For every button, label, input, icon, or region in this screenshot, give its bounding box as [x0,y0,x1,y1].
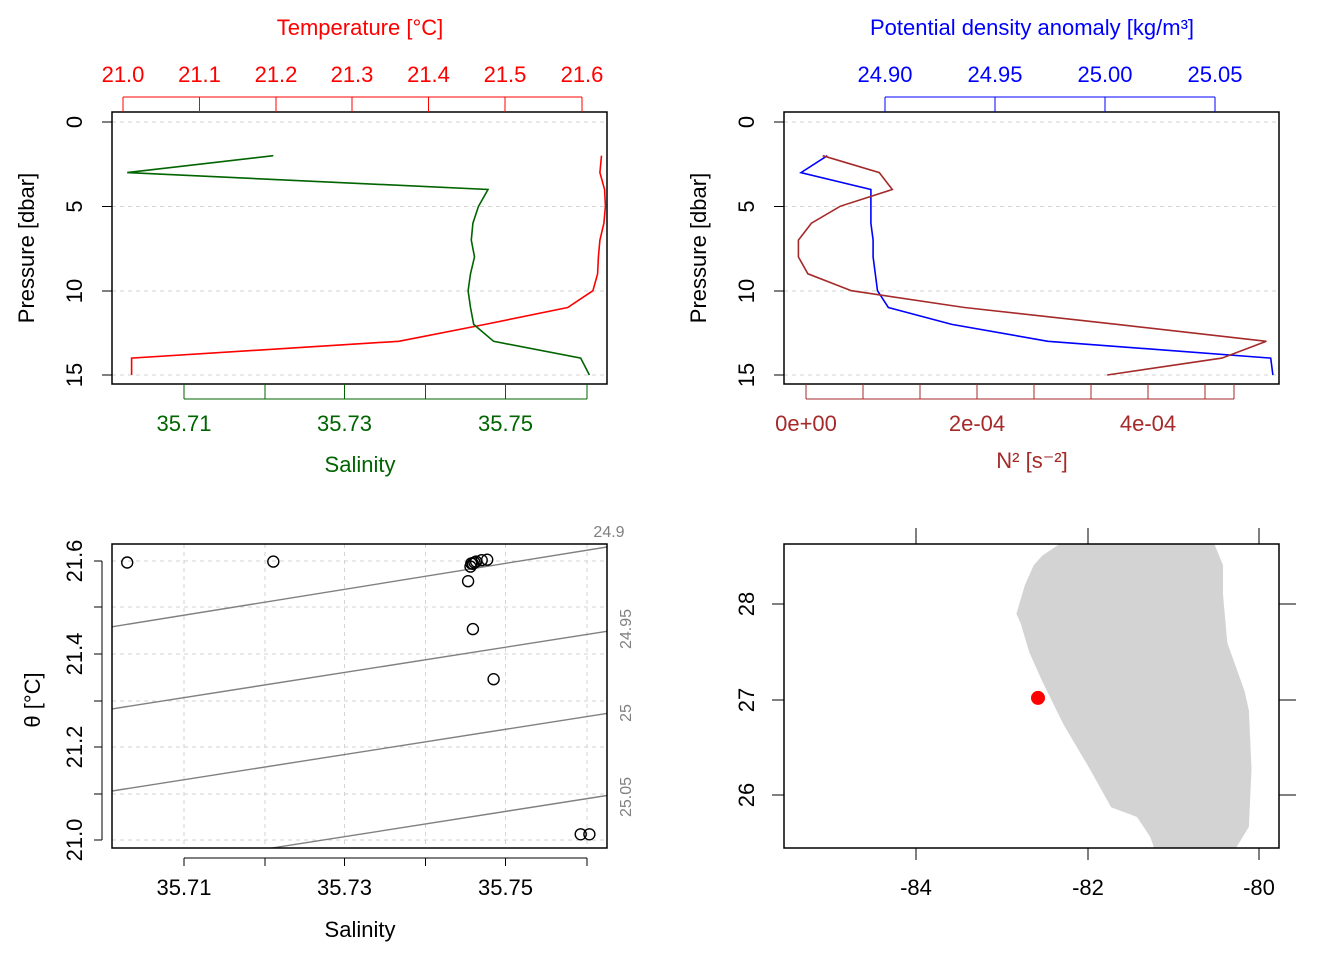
ts-point [120,556,134,569]
panel-density-n2: 0 5 10 15 Pressure [dbar] 24.90 24.95 25… [686,15,1280,473]
p2-top-axis [884,96,1216,112]
isopycnal-line [267,794,607,848]
ts-point [461,575,475,588]
panel-temperature-salinity: 0 5 10 15 Pressure [dbar] 21.0 21.1 21.2… [14,15,608,477]
p1-bottom-axis-label: Salinity [325,452,396,477]
p4-lat-tick-label: 26 [734,783,759,807]
panel-ts-diagram: 24.9 24.95 25 25.05 21.0 21.2 21.4 21.6 … [20,524,635,942]
p1-top-tick-label: 21.3 [331,62,374,87]
coastline-land [1016,544,1252,848]
p3-y-tick-label: 21.6 [62,540,87,583]
p3-y-tick-label: 21.4 [62,633,87,676]
salinity-series-line [127,154,591,376]
p3-x-tick-label: 35.73 [317,875,372,900]
p1-y-tick-label: 5 [62,200,87,212]
isopycnal-label: 24.9 [593,524,624,541]
p1-top-tick-label: 21.2 [255,62,298,87]
p1-top-axis [122,96,583,112]
p2-bottom-tick-label: 2e-04 [949,411,1005,436]
p3-x-tick-label: 35.71 [156,875,211,900]
isopycnal-label: 24.95 [618,609,635,649]
p2-top-axis-label: Potential density anomaly [kg/m³] [870,15,1194,40]
p1-y-axis-label: Pressure [dbar] [14,173,39,323]
p1-top-axis-label: Temperature [°C] [277,15,444,40]
p2-top-tick-label: 25.00 [1077,62,1132,87]
p4-lat-tick-label: 27 [734,688,759,712]
ts-points [120,553,596,841]
p2-bottom-tick-label: 0e+00 [775,411,837,436]
p1-y-tick-label: 15 [62,363,87,387]
p1-y-tick-label: 0 [62,116,87,128]
isopycnal-label: 25 [618,704,635,722]
n2-series-line [797,154,1267,376]
p1-top-tick-label: 21.6 [561,62,604,87]
isopycnal-line [112,630,607,710]
isopycnal-line [112,712,607,792]
p4-lon-tick-label: -84 [900,875,932,900]
p3-plot-frame [111,543,608,849]
p3-x-tick-label: 35.75 [478,875,533,900]
p4-map-frame [783,543,1280,849]
p1-y-axis [102,121,112,376]
ts-point [481,553,494,566]
ts-point [475,554,488,567]
p2-top-tick-label: 24.95 [967,62,1022,87]
p1-top-tick-label: 21.0 [102,62,145,87]
density-series-line [798,155,1274,376]
p1-plot-frame [111,111,608,385]
ts-point [466,622,480,636]
p3-grid [112,544,607,848]
p3-x-axis [183,857,588,866]
p1-bottom-tick-label: 35.75 [478,411,533,436]
p4-axes-ticks [772,528,1296,860]
p1-bottom-axis [183,384,588,400]
ts-point [583,828,596,841]
temperature-series-line [130,155,607,375]
p4-lon-tick-label: -80 [1243,875,1275,900]
p2-bottom-tick-label: 4e-04 [1120,411,1176,436]
isopycnal-line [112,546,607,628]
p4-lon-tick-label: -82 [1072,875,1104,900]
panel-station-map: 26 27 28 -84 -82 -80 [734,528,1296,900]
p1-top-tick-label: 21.5 [484,62,527,87]
p3-y-axis [94,560,103,841]
p3-y-tick-label: 21.0 [62,819,87,862]
p1-bottom-tick-label: 35.71 [156,411,211,436]
p2-y-tick-label: 15 [734,363,759,387]
p2-plot-frame [783,111,1280,385]
p2-y-tick-label: 0 [734,116,759,128]
p1-y-tick-label: 10 [62,279,87,303]
isopycnal-lines [112,546,607,848]
p2-bottom-axis [805,384,1235,400]
p1-bottom-tick-label: 35.73 [317,411,372,436]
station-marker [1031,690,1045,705]
ts-point [574,828,587,841]
p1-top-tick-label: 21.4 [407,62,450,87]
p2-y-axis [774,121,784,376]
p1-top-tick-label: 21.1 [178,62,221,87]
isopycnal-label: 25.05 [618,777,635,817]
ts-point [487,673,500,686]
p2-y-axis-label: Pressure [dbar] [686,173,711,323]
p3-y-axis-label: θ [°C] [20,672,45,727]
p2-top-tick-label: 24.90 [857,62,912,87]
p3-x-axis-label: Salinity [325,917,396,942]
p2-y-tick-label: 10 [734,279,759,303]
p4-lat-tick-label: 28 [734,592,759,616]
p2-top-tick-label: 25.05 [1187,62,1242,87]
ts-point [267,555,280,568]
p3-y-tick-label: 21.2 [62,726,87,769]
p2-bottom-axis-label: N² [s⁻²] [996,448,1068,473]
p2-y-tick-label: 5 [734,200,759,212]
